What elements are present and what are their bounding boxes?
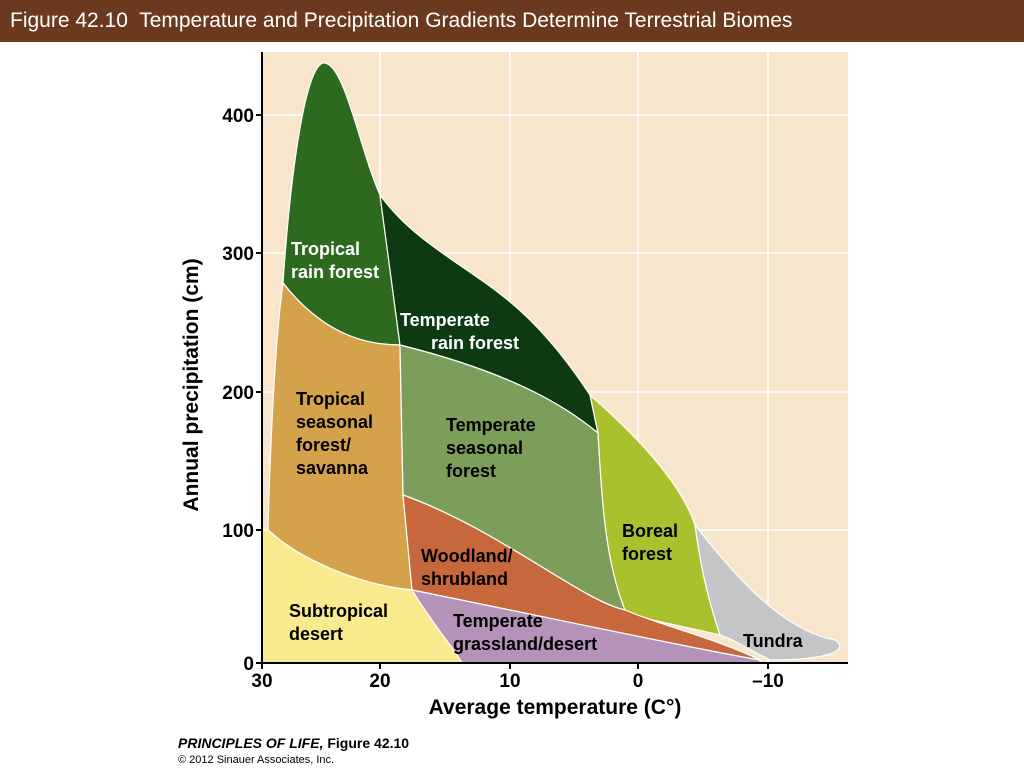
biome-label: Temperate xyxy=(446,415,536,435)
biome-label: desert xyxy=(289,624,343,644)
x-tick-label: 30 xyxy=(251,671,272,692)
biome-label: savanna xyxy=(296,458,369,478)
y-tick-label: 0 xyxy=(243,654,254,675)
biome-label: forest xyxy=(446,461,496,481)
biome-label: Temperate xyxy=(400,310,490,330)
credit-book: PRINCIPLES OF LIFE, xyxy=(178,735,323,751)
x-axis-label: Average temperature (C°) xyxy=(429,696,682,719)
y-tick-label: 300 xyxy=(222,244,254,265)
biome-label: Temperate xyxy=(453,611,543,631)
biome-label: rain forest xyxy=(291,262,379,282)
biome-label: rain forest xyxy=(431,333,519,353)
biome-label: forest/ xyxy=(296,435,351,455)
region-grassland xyxy=(410,589,761,664)
x-tick-label: 20 xyxy=(369,671,390,692)
biome-label: shrubland xyxy=(421,569,508,589)
x-tick-label: 10 xyxy=(499,671,520,692)
biome-label: Woodland/ xyxy=(421,546,513,566)
biome-label: Subtropical xyxy=(289,601,388,621)
y-tick-label: 200 xyxy=(222,383,254,404)
credit-figure: Figure 42.10 xyxy=(327,735,409,751)
biome-label: Boreal xyxy=(622,521,678,541)
x-tick-label: –10 xyxy=(752,671,784,692)
y-axis-label: Annual precipitation (cm) xyxy=(180,258,203,511)
header-title: Figure 42.10 Temperature and Precipitati… xyxy=(0,0,1024,42)
biome-label: seasonal xyxy=(296,412,373,432)
credit-source: PRINCIPLES OF LIFE, Figure 42.10 xyxy=(178,735,409,751)
biome-label: forest xyxy=(622,544,672,564)
biome-label: grassland/desert xyxy=(453,634,597,654)
y-tick-label: 400 xyxy=(222,106,254,127)
biome-label: Tundra xyxy=(743,631,804,651)
biome-label: Tropical xyxy=(291,239,360,259)
biome-regions xyxy=(261,62,841,664)
biome-label: Tropical xyxy=(296,389,365,409)
biome-label: seasonal xyxy=(446,438,523,458)
region-tundra xyxy=(694,522,841,661)
x-tick-label: 0 xyxy=(633,671,644,692)
credit-copyright: © 2012 Sinauer Associates, Inc. xyxy=(178,754,334,766)
y-tick-label: 100 xyxy=(222,521,254,542)
